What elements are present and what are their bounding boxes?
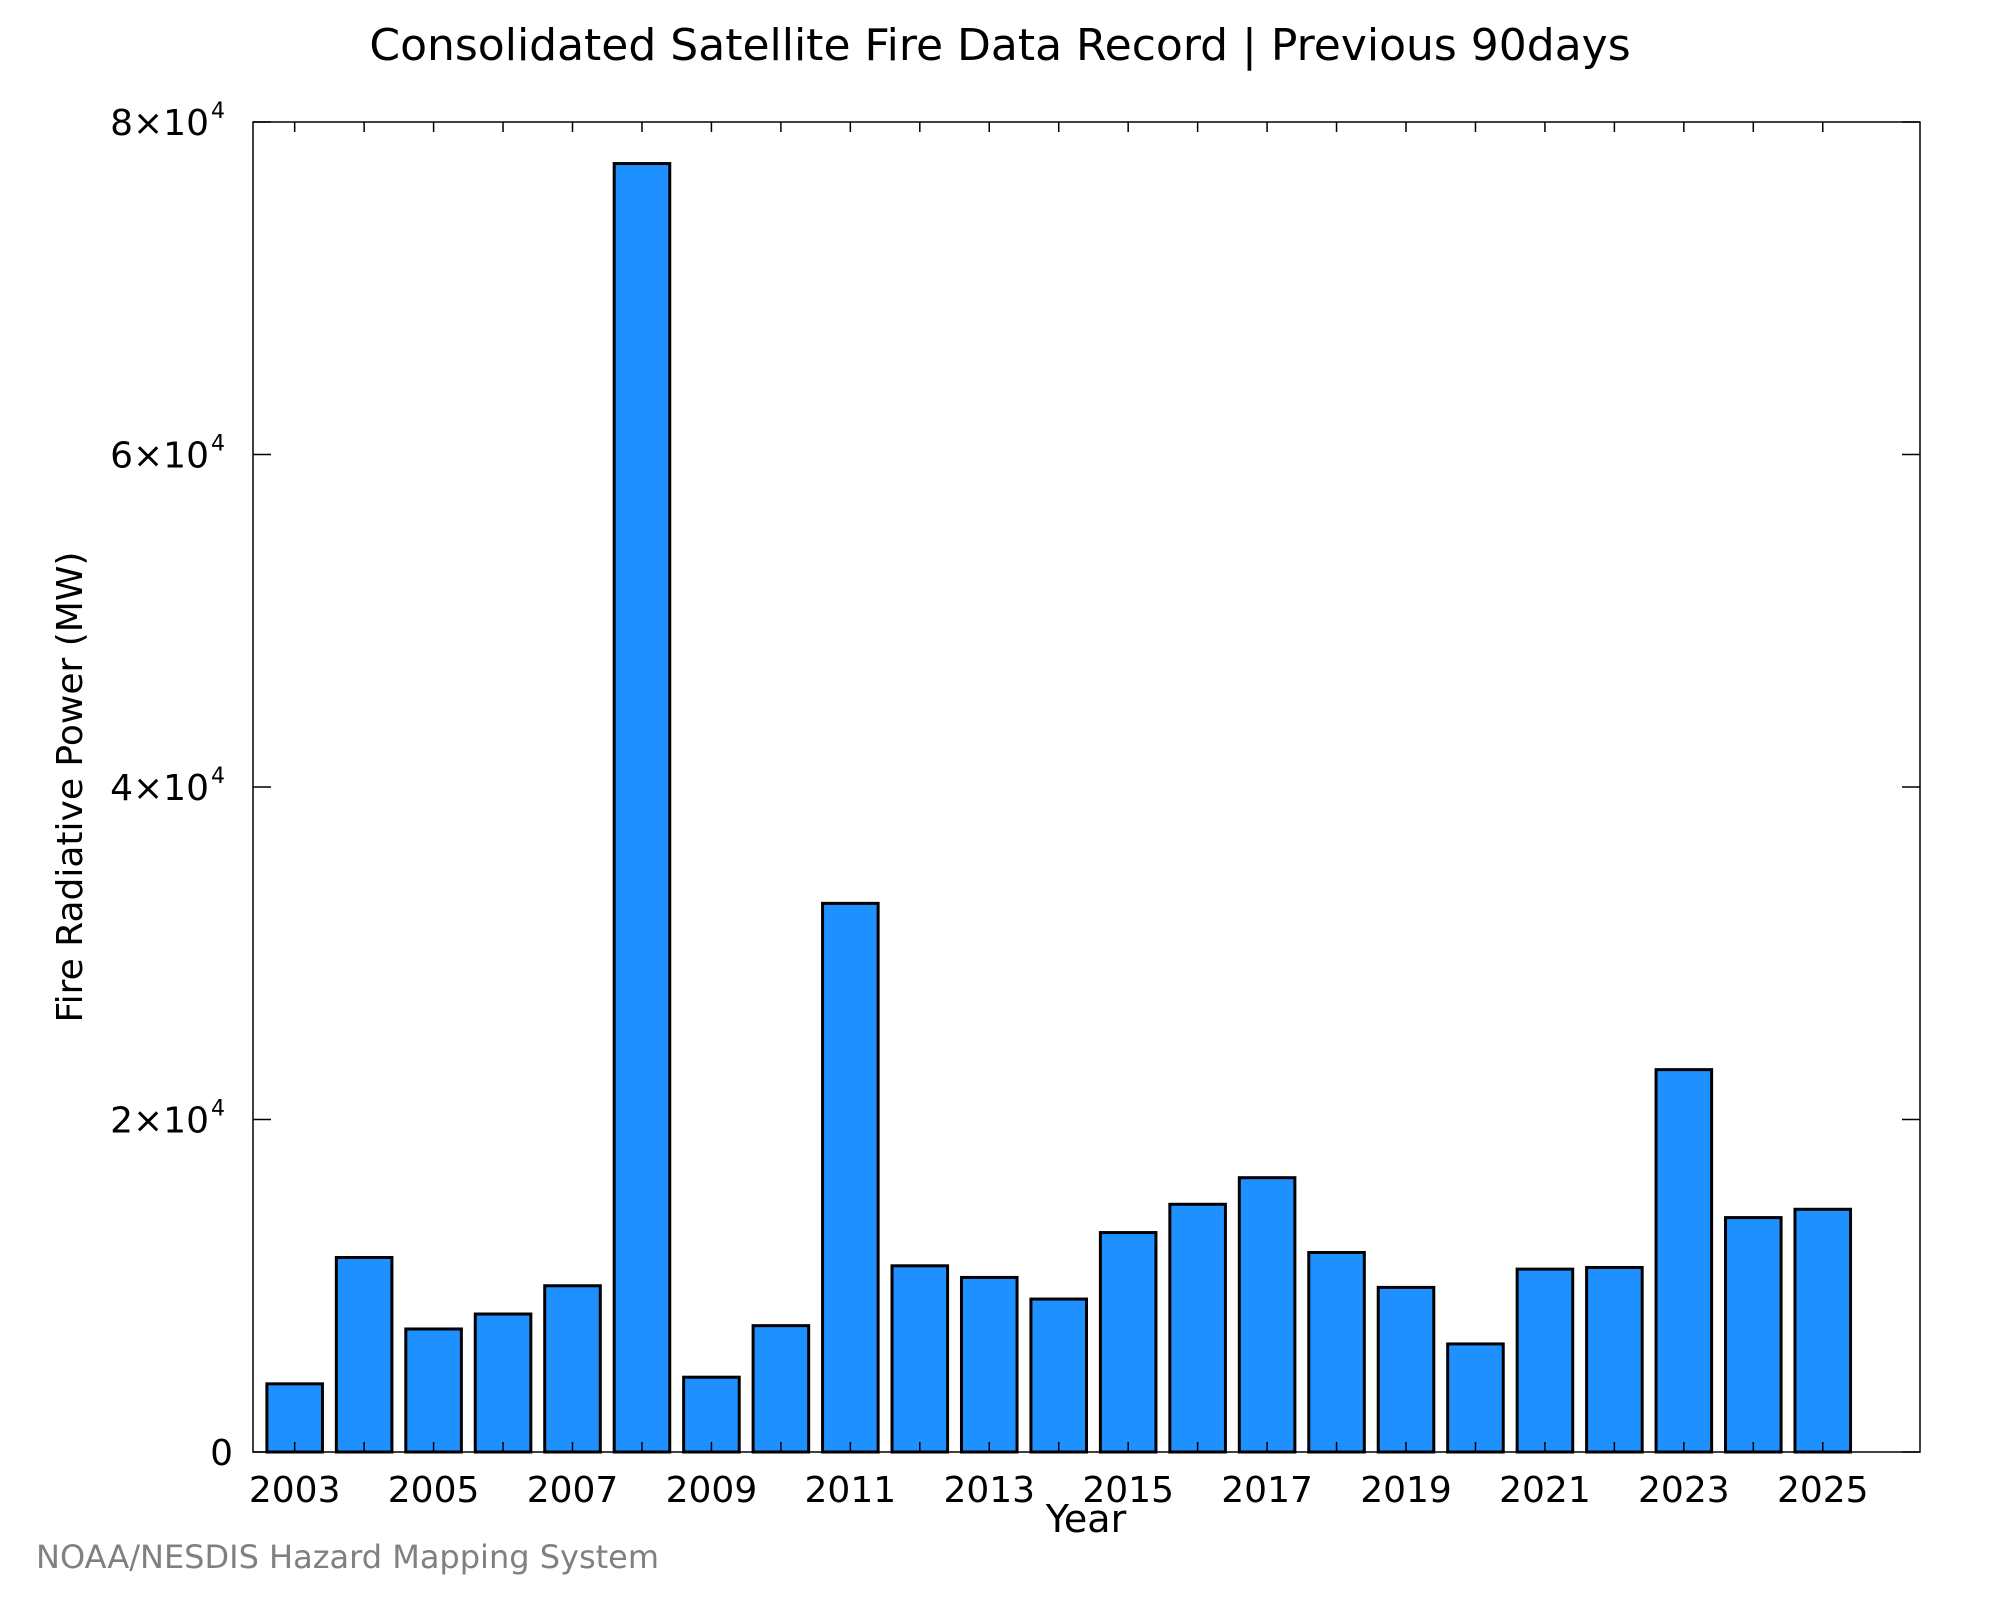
y-tick-label: 6×10 (110, 436, 209, 477)
y-tick-label: 4×10 (110, 768, 209, 809)
x-tick-label: 2013 (943, 1470, 1035, 1511)
bar-2012 (890, 1264, 950, 1454)
bar-2023 (1654, 1068, 1714, 1454)
bar-2019 (1376, 1285, 1436, 1454)
bars-group (265, 162, 1853, 1454)
bar-2007 (543, 1284, 602, 1454)
x-tick-label: 2007 (527, 1470, 619, 1511)
x-tick-label: 2011 (805, 1470, 897, 1511)
bar-2020 (1446, 1342, 1505, 1454)
bar-2014 (1029, 1297, 1089, 1454)
bar-2015 (1098, 1231, 1158, 1454)
y-axis: 02×10 44×10 46×10 48×10 4 (110, 99, 1920, 1474)
y-axis-label: Fire Radiative Power (MW) (50, 552, 91, 1023)
bar-2010 (751, 1324, 811, 1454)
bar-2005 (404, 1327, 463, 1454)
bar-2009 (682, 1375, 741, 1454)
x-tick-label: 2025 (1777, 1470, 1869, 1511)
x-tick-label: 2009 (666, 1470, 758, 1511)
x-tick-label: 2005 (388, 1470, 480, 1511)
x-tick-label: 2015 (1082, 1470, 1174, 1511)
y-tick-exponent: 4 (211, 1097, 225, 1122)
bar-2021 (1515, 1267, 1575, 1454)
y-tick-label: 8×10 (110, 103, 209, 144)
bar-2025 (1793, 1207, 1853, 1454)
bar-2016 (1168, 1202, 1227, 1454)
x-axis-label: Year (1045, 1497, 1127, 1541)
bar-2022 (1585, 1265, 1644, 1454)
bar-2018 (1307, 1251, 1366, 1454)
bar-2024 (1724, 1216, 1783, 1454)
x-axis: 2003 2005 2007 2009 2011 2013 2015 2017 2019 2021… (249, 122, 1869, 1511)
x-tick-label: 2021 (1499, 1470, 1591, 1511)
y-tick-label: 2×10 (110, 1101, 209, 1142)
x-tick-label: 2003 (249, 1470, 341, 1511)
y-tick-exponent: 4 (211, 432, 225, 457)
x-tick-label: 2019 (1360, 1470, 1452, 1511)
y-tick-exponent: 4 (211, 99, 225, 124)
y-tick-exponent: 4 (211, 764, 225, 789)
x-tick-label: 2017 (1221, 1470, 1313, 1511)
bar-2011 (821, 901, 880, 1454)
x-tick-label: 2023 (1638, 1470, 1730, 1511)
bar-2006 (473, 1312, 533, 1454)
bar-2013 (959, 1275, 1019, 1454)
bar-2003 (265, 1382, 324, 1454)
bar-2004 (334, 1255, 394, 1454)
bar-2008 (612, 162, 672, 1454)
chart-title: Consolidated Satellite Fire Data Record … (369, 20, 1631, 71)
bar-2017 (1237, 1176, 1297, 1454)
source-credit: NOAA/NESDIS Hazard Mapping System (36, 1538, 660, 1576)
y-tick-label: 0 (210, 1433, 233, 1474)
